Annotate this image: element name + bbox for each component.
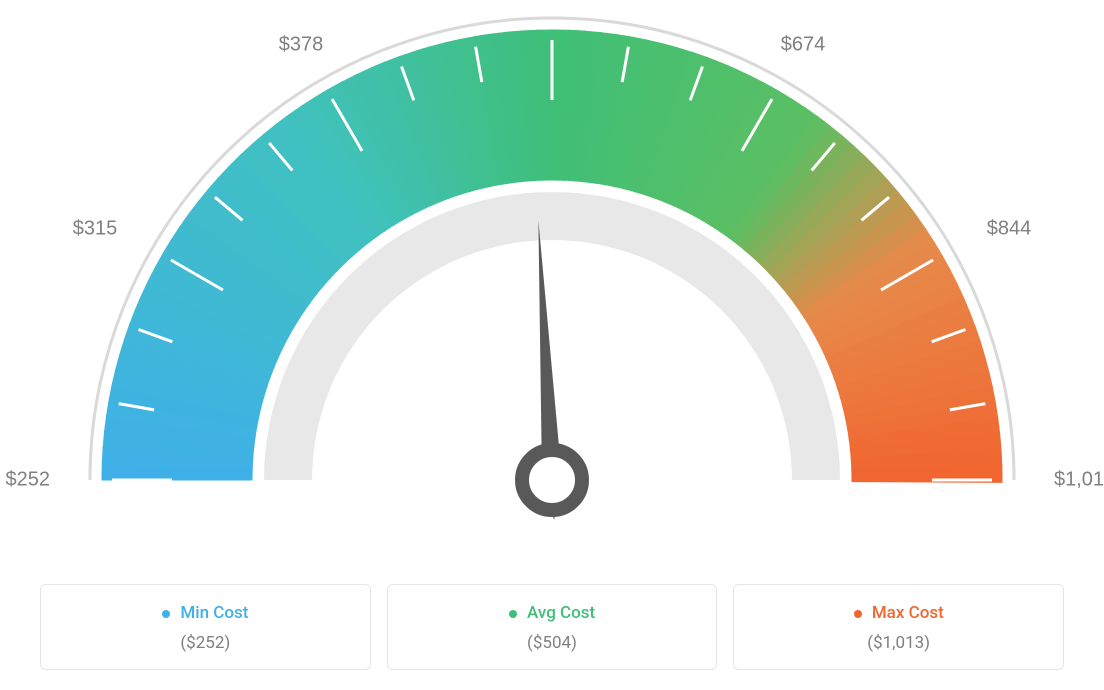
svg-text:$844: $844 <box>987 217 1032 239</box>
cost-legend-row: Min Cost ($252) Avg Cost ($504) Max Cost… <box>40 584 1064 670</box>
svg-text:$378: $378 <box>279 34 324 56</box>
legend-label: Max Cost <box>872 603 944 623</box>
legend-label: Min Cost <box>180 603 248 623</box>
svg-text:$315: $315 <box>73 217 118 239</box>
legend-value-min: ($252) <box>51 633 360 653</box>
dot-icon <box>854 610 862 618</box>
legend-card-min: Min Cost ($252) <box>40 584 371 670</box>
legend-card-max: Max Cost ($1,013) <box>733 584 1064 670</box>
cost-gauge-chart: $252$315$378$504$674$844$1,013 <box>0 0 1104 560</box>
legend-card-avg: Avg Cost ($504) <box>387 584 718 670</box>
dot-icon <box>509 610 517 618</box>
legend-value-avg: ($504) <box>398 633 707 653</box>
legend-value-max: ($1,013) <box>744 633 1053 653</box>
svg-text:$674: $674 <box>781 34 826 56</box>
legend-label: Avg Cost <box>527 603 595 623</box>
svg-text:$252: $252 <box>6 468 51 490</box>
dot-icon <box>162 610 170 618</box>
svg-text:$1,013: $1,013 <box>1054 468 1104 490</box>
